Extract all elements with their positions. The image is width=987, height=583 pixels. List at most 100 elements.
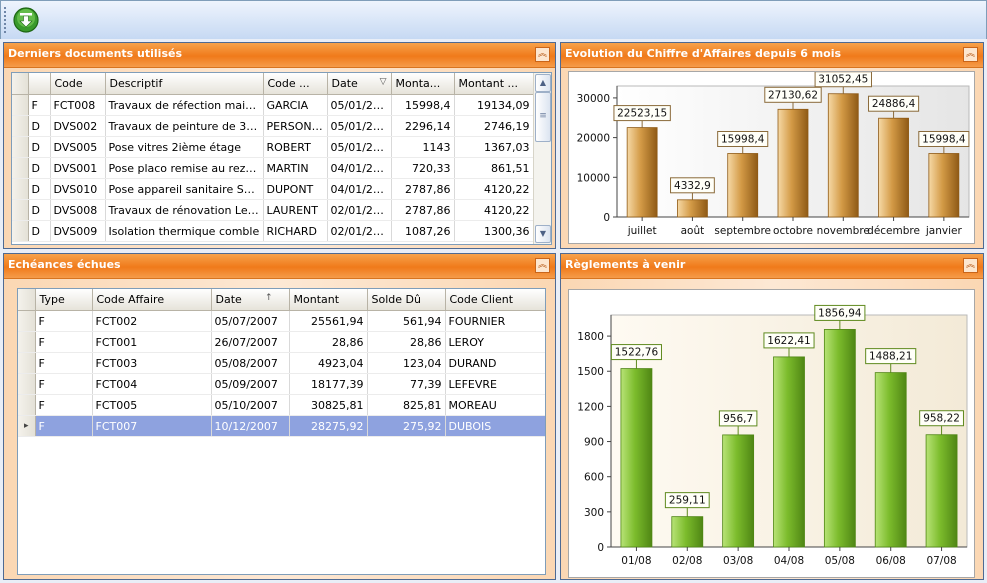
column-header-montant-ttc[interactable]: Montant ... [454,73,534,95]
bar[interactable] [671,516,704,548]
table-cell: 861,51 [454,157,534,179]
toolbar-grip[interactable] [4,7,6,33]
row-indicator[interactable] [18,352,36,374]
table-row[interactable]: F FCT003 05/08/2007 4923,04 123,04 DURAND [18,352,545,374]
table-row[interactable]: D DVS010 Pose appareil sanitaire Salle ...… [12,178,534,200]
table-cell: 05/08/2007 [211,352,290,374]
row-indicator[interactable] [12,199,29,221]
data-label: 4332,9 [674,180,711,192]
collapse-icon[interactable]: ︽ [535,258,550,273]
revenue-chart: 0 10000 20000 30000 22523,15 juillet 4332,9 aoû… [568,71,975,244]
table-cell: F [35,415,93,437]
panel-title: Règlements à venir [561,254,983,279]
type-column-header[interactable] [28,73,51,95]
table-cell: Pose vitres 2ième étage [105,136,264,158]
table-cell: D [28,157,51,179]
table-cell: 4923,04 [289,352,368,374]
scroll-up-icon[interactable]: ▲ [535,74,551,92]
table-cell: 4120,22 [454,199,534,221]
x-tick-label: 02/08 [672,555,702,567]
collapse-icon[interactable]: ︽ [963,47,978,62]
row-indicator[interactable] [12,115,29,137]
column-header-code[interactable]: Code [50,73,106,95]
payments-chart: 0 300 600 900 1200 1500 1800 1522,76 01/08 259,11… [568,289,975,578]
bar[interactable] [777,108,809,218]
row-indicator[interactable] [12,157,29,179]
table-cell: D [28,136,51,158]
column-header-code-affaire[interactable]: Code Affaire [92,289,212,311]
table-row[interactable]: D DVS009 Isolation thermique comble RICHARD… [12,220,534,242]
table-cell: 1143 [391,136,455,158]
bar[interactable] [874,372,907,548]
bar[interactable] [827,93,859,218]
table-row[interactable]: F FCT001 26/07/2007 28,86 28,86 LEROY [18,331,545,353]
current-row-arrow-icon[interactable]: ▸ [18,415,36,437]
table-row[interactable]: ▸ F FCT007 10/12/2007 28275,92 275,92 DUBOIS [18,415,545,437]
table-cell: DVS008 [50,199,106,221]
collapse-icon[interactable]: ︽ [963,258,978,273]
row-indicator[interactable] [12,220,29,242]
bar[interactable] [620,368,653,548]
row-indicator[interactable] [12,178,29,200]
column-header-montant[interactable]: Montant [289,289,368,311]
table-cell: DUPONT [263,178,328,200]
row-indicator[interactable] [18,394,36,416]
bar[interactable] [878,117,909,218]
table-cell: Pose appareil sanitaire Salle ... [105,178,264,200]
revenue-chart-panel: Evolution du Chiffre d'Affaires depuis 6… [560,42,984,249]
download-arrow-icon[interactable] [12,6,40,34]
scroll-thumb[interactable]: ≡ [535,92,551,142]
table-row[interactable]: D DVS002 Travaux de peinture de 3 piè... PE… [12,115,534,137]
table-cell: FCT001 [92,331,212,353]
payments-bar-chart: 0 300 600 900 1200 1500 1800 1522,76 01/08 259,11… [577,304,968,567]
row-indicator-header [18,289,36,311]
collapse-icon[interactable]: ︽ [535,47,550,62]
column-header-date[interactable]: Date ▽ [327,73,392,95]
table-row[interactable]: F FCT005 05/10/2007 30825,81 825,81 MOREAU [18,394,545,416]
row-indicator[interactable] [12,94,29,116]
column-header-code-client[interactable]: Code Client [445,289,545,311]
table-cell: 825,81 [367,394,446,416]
data-label-box [918,130,970,147]
data-label: 24886,4 [872,98,916,110]
table-row[interactable]: F FCT008 Travaux de réfection maison ... GA… [12,94,534,116]
table-cell: 2787,86 [391,199,455,221]
data-label: 15998,4 [721,133,765,145]
bar[interactable] [773,356,805,548]
column-header-date[interactable]: Date ↑ [211,289,290,311]
bar[interactable] [677,199,708,218]
data-label: 1622,41 [767,335,810,347]
panel-body: Code Descriptif Code ... Date ▽ Monta... … [4,68,555,248]
table-row[interactable]: F FCT004 05/09/2007 18177,39 77,39 LEFEVRE [18,373,545,395]
row-indicator[interactable] [18,310,36,332]
bar[interactable] [626,127,658,218]
bar[interactable] [823,329,856,548]
column-header-descriptif[interactable]: Descriptif [105,73,264,95]
data-label-box [670,177,715,194]
column-header-montant-ht[interactable]: Monta... [391,73,455,95]
bar[interactable] [928,153,960,218]
bar[interactable] [722,434,755,548]
data-label-box [865,348,917,365]
table-row[interactable]: D DVS008 Travaux de rénovation Les C... LAU… [12,199,534,221]
bar[interactable] [925,434,958,548]
data-label-box [763,332,815,349]
y-tick-label: 1800 [577,331,604,343]
table-row[interactable]: D DVS005 Pose vitres 2ième étage ROBERT 05/0… [12,136,534,158]
table-cell: 05/01/2008 [327,94,392,116]
bar[interactable] [727,153,759,218]
vertical-scrollbar[interactable]: ▲ ≡ ▼ [533,73,551,244]
row-indicator[interactable] [18,331,36,353]
table-cell: 10/12/2007 [211,415,290,437]
scroll-down-icon[interactable]: ▼ [535,225,551,243]
panel-title: Derniers documents utilisés [4,43,555,68]
y-tick-label: 1200 [577,401,604,413]
table-row[interactable]: F FCT002 05/07/2007 25561,94 561,94 FOURNIER [18,310,545,332]
row-indicator[interactable] [18,373,36,395]
row-indicator[interactable] [12,136,29,158]
table-cell: 04/01/2008 [327,157,392,179]
column-header-solde-du[interactable]: Solde Dû [367,289,446,311]
column-header-type[interactable]: Type [35,289,93,311]
column-header-code-client[interactable]: Code ... [263,73,328,95]
